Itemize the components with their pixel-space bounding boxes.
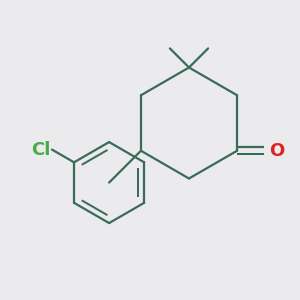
Text: O: O: [269, 142, 285, 160]
Text: Cl: Cl: [31, 141, 50, 159]
